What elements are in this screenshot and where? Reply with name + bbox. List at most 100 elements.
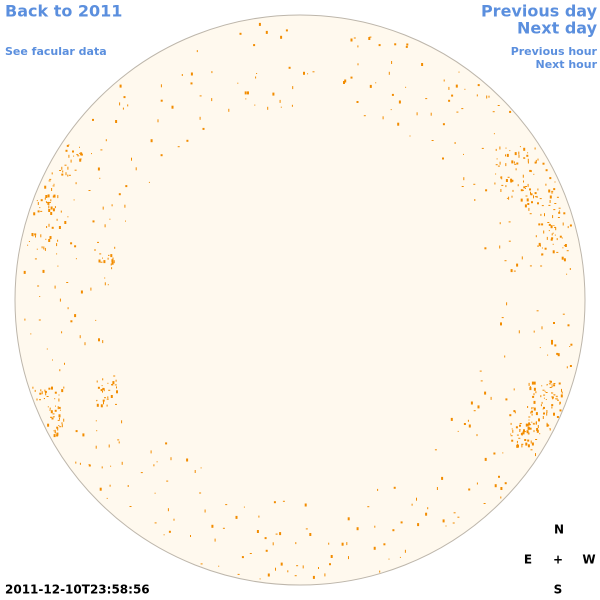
- facula: [106, 404, 108, 407]
- facular-link[interactable]: See facular data: [5, 45, 107, 58]
- facula: [55, 405, 56, 407]
- facula: [258, 22, 261, 26]
- next-hour-link[interactable]: Next hour: [536, 58, 598, 71]
- facula: [533, 381, 536, 385]
- facula: [436, 487, 438, 490]
- facula: [37, 210, 40, 213]
- facula: [554, 226, 556, 228]
- back-link[interactable]: Back to 2011: [5, 2, 122, 21]
- facula: [541, 247, 543, 249]
- facula: [103, 388, 105, 392]
- facula: [34, 233, 37, 236]
- facula: [452, 522, 455, 524]
- facula: [54, 206, 56, 209]
- facula: [525, 187, 526, 189]
- facula: [553, 188, 556, 191]
- facula: [546, 424, 549, 427]
- facula: [343, 81, 345, 84]
- facula: [51, 386, 53, 390]
- next-day-link[interactable]: Next day: [517, 19, 598, 38]
- facula: [509, 150, 511, 152]
- facula: [64, 164, 67, 166]
- facula: [511, 160, 514, 164]
- facula: [379, 570, 381, 573]
- facula: [307, 73, 309, 75]
- facula: [36, 200, 38, 202]
- facula: [177, 146, 180, 148]
- previous-hour-link[interactable]: Previous hour: [511, 45, 598, 58]
- facula: [534, 161, 537, 164]
- facula: [255, 76, 257, 79]
- facula: [280, 35, 283, 39]
- facula: [544, 390, 546, 392]
- facula: [461, 108, 464, 110]
- facula: [258, 515, 260, 518]
- facula: [287, 570, 289, 573]
- facula: [84, 342, 86, 346]
- facula: [350, 76, 353, 79]
- facula: [272, 542, 274, 546]
- facula: [500, 176, 502, 179]
- facula: [554, 344, 557, 347]
- facula: [531, 421, 533, 423]
- facula: [476, 482, 478, 485]
- facula: [95, 420, 97, 422]
- facula: [547, 354, 549, 356]
- facula: [38, 319, 41, 321]
- facula: [533, 387, 536, 391]
- facula: [211, 71, 213, 74]
- facula: [464, 88, 466, 90]
- facula: [295, 542, 297, 545]
- facula: [510, 269, 513, 273]
- facula: [499, 245, 501, 249]
- facula: [96, 380, 98, 383]
- facula: [57, 265, 59, 267]
- facula: [549, 428, 551, 430]
- facula: [39, 207, 41, 209]
- previous-day-link[interactable]: Previous day: [481, 2, 598, 21]
- facula: [561, 391, 563, 394]
- facula: [65, 172, 67, 176]
- facula: [48, 239, 51, 242]
- facula: [63, 418, 65, 422]
- facula: [329, 563, 331, 566]
- facula: [272, 92, 275, 96]
- facula: [527, 152, 529, 154]
- facula: [455, 84, 458, 88]
- facula: [110, 254, 113, 258]
- facula: [107, 396, 109, 399]
- facula: [239, 32, 242, 35]
- facula: [417, 523, 420, 527]
- facula: [484, 457, 487, 461]
- facula: [548, 230, 550, 232]
- facula: [441, 476, 444, 480]
- facula: [527, 183, 529, 187]
- facula: [77, 155, 80, 157]
- facula: [218, 565, 220, 567]
- facula: [492, 111, 495, 113]
- facula: [49, 409, 51, 411]
- facula: [44, 389, 46, 392]
- facula: [56, 426, 59, 429]
- facula: [101, 466, 103, 469]
- facula: [508, 240, 511, 242]
- facula: [409, 135, 411, 137]
- facula: [431, 140, 434, 141]
- facula: [553, 412, 555, 416]
- facula: [50, 416, 52, 418]
- facula: [411, 503, 413, 506]
- facula: [44, 197, 46, 200]
- facula: [24, 318, 26, 321]
- facula: [100, 149, 103, 151]
- facula: [543, 406, 545, 409]
- facula: [514, 163, 517, 165]
- facula: [43, 246, 45, 250]
- facula: [537, 425, 539, 428]
- facula: [73, 199, 75, 201]
- facula: [110, 465, 112, 467]
- facula: [318, 567, 319, 569]
- facula: [540, 395, 542, 398]
- facula: [57, 195, 59, 199]
- facula: [99, 253, 102, 255]
- facula: [526, 154, 529, 157]
